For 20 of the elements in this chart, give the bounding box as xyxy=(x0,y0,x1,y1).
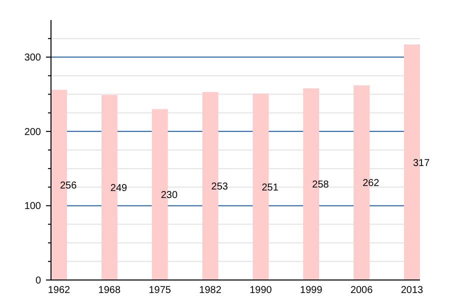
x-tick-label: 1968 xyxy=(98,285,121,296)
data-label: 249 xyxy=(110,183,128,194)
data-label: 253 xyxy=(211,182,228,193)
data-label: 256 xyxy=(60,180,78,192)
x-tick-label: 1962 xyxy=(48,285,71,296)
data-label: 251 xyxy=(262,182,279,194)
data-label: 258 xyxy=(312,180,330,191)
x-tick-label: 1975 xyxy=(148,285,172,296)
x-tick-label: 1982 xyxy=(199,285,222,296)
data-label: 317 xyxy=(413,158,430,169)
x-tick-label: 1999 xyxy=(300,285,323,296)
y-tick-label: 100 xyxy=(24,201,42,212)
y-tick-label: 300 xyxy=(24,52,42,64)
y-tick-label: 0 xyxy=(35,276,42,286)
x-tick-label: 2006 xyxy=(350,285,374,296)
data-label: 262 xyxy=(362,178,380,190)
data-label: 230 xyxy=(160,190,178,202)
x-tick-label: 1990 xyxy=(250,285,272,296)
y-tick-label: 200 xyxy=(24,126,42,138)
x-tick-label: 2013 xyxy=(400,285,424,296)
